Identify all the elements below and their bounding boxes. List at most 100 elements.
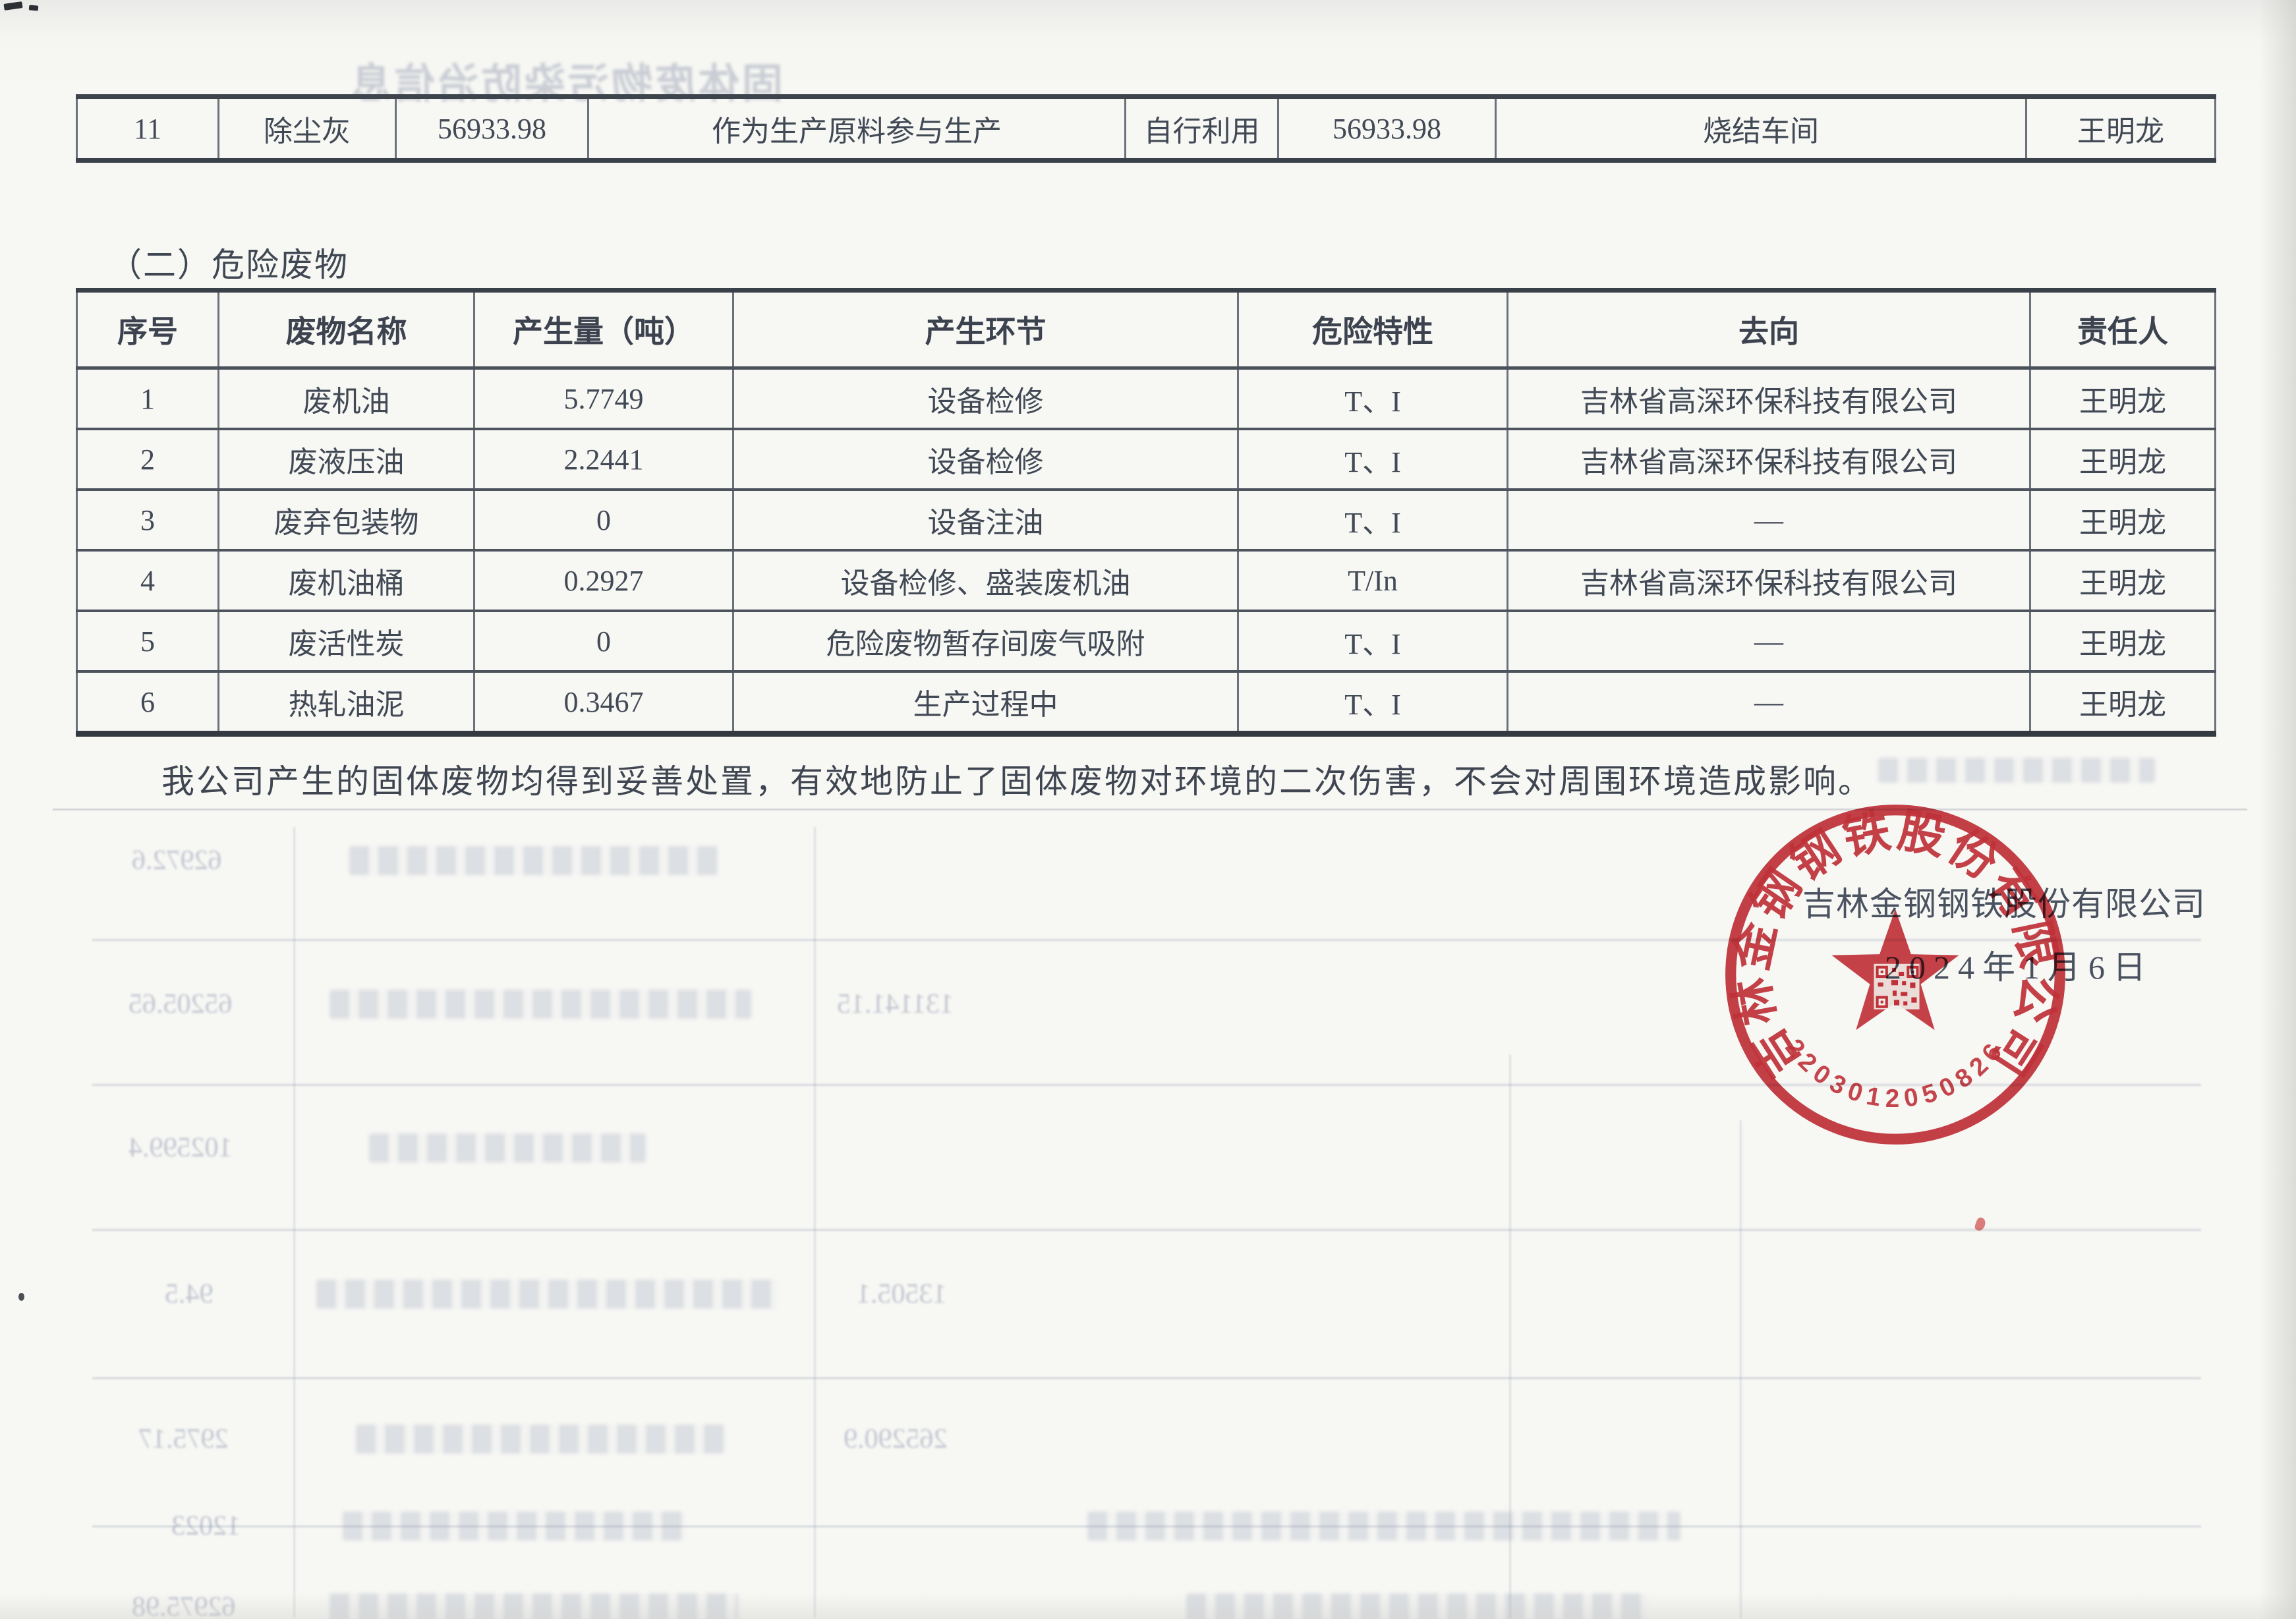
general-waste-table-partial: 11 除尘灰 56933.98 作为生产原料参与生产 自行利用 56933.98… [76, 94, 2216, 163]
cell-destination: 吉林省高深环保科技有限公司 [1507, 429, 2031, 491]
cell-amount: 0 [473, 490, 734, 552]
bleedthrough-text-blob [369, 1133, 646, 1162]
company-seal: 吉林金钢钢铁股份有限公司 2203012050826 [1725, 805, 2065, 1145]
bleedthrough-vline [1509, 1054, 1511, 1619]
cell-waste-name: 废弃包装物 [217, 490, 475, 552]
cell-amount: 0.2927 [473, 550, 734, 612]
cell-process: 设备检修 [732, 429, 1239, 491]
cell-responsible: 王明龙 [2029, 429, 2216, 491]
closing-statement: 我公司产生的固体废物均得到妥善处置，有效地防止了固体废物对环境的二次伤害，不会对… [161, 763, 1873, 800]
bleedthrough-text-blob [349, 846, 718, 875]
cell-seq: 3 [76, 490, 219, 552]
cell-process: 生产过程中 [732, 671, 1239, 737]
col-header-destination: 去向 [1507, 288, 2031, 370]
bleedthrough-vline [293, 827, 295, 1618]
scan-speck [3, 1, 23, 11]
cell-process: 危险废物暂存间废气吸附 [732, 611, 1239, 673]
cell-destination: 吉林省高深环保科技有限公司 [1507, 550, 2031, 612]
cell-waste-name: 热轧油泥 [217, 671, 475, 737]
cell-waste-name: 废液压油 [217, 429, 475, 491]
cell-seq: 5 [76, 611, 219, 673]
cell-amount: 0.3467 [473, 671, 734, 737]
cell-seq: 4 [76, 550, 219, 612]
section-heading: （二）危险废物 [109, 246, 349, 283]
cell-amount: 5.7749 [473, 368, 734, 430]
bleedthrough-number: 62972.6 [132, 845, 222, 876]
col-header-responsible: 责任人 [2029, 288, 2216, 370]
cell-amount: 0 [473, 611, 734, 673]
bleedthrough-text-blob [356, 1425, 725, 1454]
bleedthrough-text-blob [330, 990, 751, 1019]
cell-responsible: 王明龙 [2029, 490, 2216, 552]
scan-speck [18, 1293, 24, 1301]
seal-qr-code [1874, 963, 1920, 1009]
bleedthrough-number: 131141.15 [837, 989, 954, 1019]
col-header-hazard: 危险特性 [1237, 288, 1508, 370]
bleedthrough-text-blob [316, 1280, 778, 1309]
cell-destination: 吉林省高深环保科技有限公司 [1507, 368, 2031, 430]
cell-waste-name: 废机油 [217, 368, 475, 430]
cell-seq: 6 [76, 671, 219, 737]
seal-serial-number: 2203012050826 [1779, 1034, 2005, 1113]
bleedthrough-text-blob [1087, 1512, 1680, 1541]
cell-waste-name: 废活性炭 [217, 611, 475, 673]
cell-amount: 2.2441 [473, 429, 734, 491]
bleedthrough-vline [814, 827, 816, 1618]
cell-seq: 11 [76, 94, 219, 163]
cell-process: 设备检修、盛装废机油 [732, 550, 1239, 612]
bleedthrough-number: 13505.1 [857, 1279, 947, 1309]
bleedthrough-number: 102599.4 [129, 1133, 233, 1163]
cell-process: 设备注油 [732, 490, 1239, 552]
table-row: 6 热轧油泥 0.3467 生产过程中 T、I — 王明龙 [76, 671, 2216, 737]
scan-speck-red [1974, 1216, 1987, 1232]
scan-speck [28, 5, 39, 11]
cell-process: 作为生产原料参与生产 [587, 94, 1126, 163]
cell-responsible: 王明龙 [2025, 94, 2216, 163]
bleedthrough-number: 2975.17 [138, 1424, 229, 1454]
scan-edge-shadow [0, 1593, 2296, 1619]
bleedthrough-rule [53, 809, 2247, 810]
cell-responsible: 王明龙 [2029, 611, 2216, 673]
table-header-row: 序号 废物名称 产生量（吨） 产生环节 危险特性 去向 责任人 [76, 288, 2216, 370]
cell-responsible: 王明龙 [2029, 671, 2216, 737]
table-row: 4 废机油桶 0.2927 设备检修、盛装废机油 T/In 吉林省高深环保科技有… [76, 550, 2216, 612]
bleedthrough-number: 94.5 [165, 1279, 214, 1309]
table-row: 2 废液压油 2.2441 设备检修 T、I 吉林省高深环保科技有限公司 王明龙 [76, 429, 2216, 491]
company-name: 吉林金钢钢铁股份有限公司 [1802, 886, 2206, 923]
cell-hazard: T、I [1237, 671, 1508, 737]
seal-ring [1725, 805, 2065, 1145]
bleedthrough-text-blob [343, 1512, 685, 1541]
cell-workshop: 烧结车间 [1495, 94, 2027, 163]
col-header-process: 产生环节 [732, 288, 1239, 370]
table-row: 11 除尘灰 56933.98 作为生产原料参与生产 自行利用 56933.98… [76, 94, 2216, 163]
table-row: 3 废弃包装物 0 设备注油 T、I — 王明龙 [76, 490, 2216, 552]
cell-waste-name: 废机油桶 [217, 550, 475, 612]
hazardous-waste-table: 序号 废物名称 产生量（吨） 产生环节 危险特性 去向 责任人 1 废机油 5.… [76, 288, 2216, 737]
bleedthrough-number: 265290.9 [844, 1424, 948, 1454]
scan-edge-shadow [2259, 0, 2296, 1619]
cell-hazard: T、I [1237, 368, 1508, 430]
bleedthrough-hline [92, 1377, 2201, 1379]
cell-hazard: T、I [1237, 611, 1508, 673]
cell-hazard: T/In [1237, 550, 1508, 612]
col-header-amount: 产生量（吨） [473, 288, 734, 370]
bleedthrough-vline [1740, 1120, 1742, 1619]
cell-process: 设备检修 [732, 368, 1239, 430]
cell-destination: — [1507, 671, 2031, 737]
table-row: 5 废活性炭 0 危险废物暂存间废气吸附 T、I — 王明龙 [76, 611, 2216, 673]
table-row: 1 废机油 5.7749 设备检修 T、I 吉林省高深环保科技有限公司 王明龙 [76, 368, 2216, 430]
cell-amount-2: 56933.98 [1277, 94, 1497, 163]
bleedthrough-number: 12023 [171, 1511, 241, 1541]
cell-hazard: T、I [1237, 490, 1508, 552]
cell-seq: 1 [76, 368, 219, 430]
col-header-seq: 序号 [76, 288, 219, 370]
cell-responsible: 王明龙 [2029, 550, 2216, 612]
cell-disposal: 自行利用 [1124, 94, 1279, 163]
cell-destination: — [1507, 490, 2031, 552]
cell-waste-name: 除尘灰 [217, 94, 397, 163]
cell-responsible: 王明龙 [2029, 368, 2216, 430]
cell-seq: 2 [76, 429, 219, 491]
bleedthrough-hline [92, 1229, 2201, 1231]
cell-destination: — [1507, 611, 2031, 673]
